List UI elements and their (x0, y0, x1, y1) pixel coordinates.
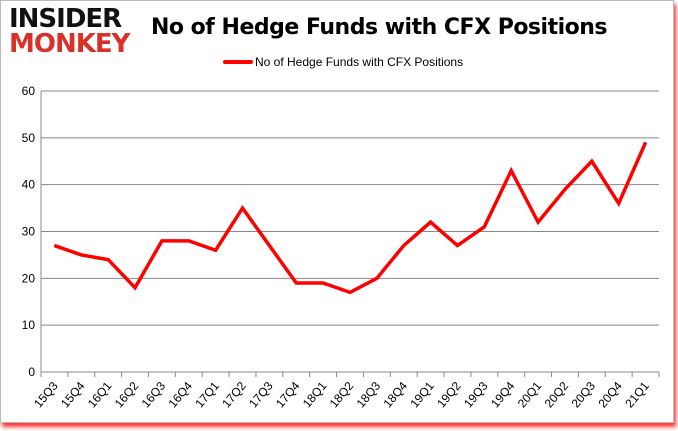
data-point (161, 240, 163, 242)
y-tick-label: 60 (22, 84, 36, 98)
x-tick-label: 17Q4 (273, 379, 303, 411)
x-tick-label: 19Q3 (461, 379, 491, 411)
data-point (618, 202, 620, 204)
x-tick-label: 17Q2 (219, 379, 249, 411)
x-tick-label: 19Q2 (434, 379, 464, 411)
data-point (645, 142, 647, 144)
data-point (80, 254, 82, 256)
x-tick-label: 16Q1 (85, 379, 115, 411)
data-point (268, 245, 270, 247)
y-tick-label: 20 (22, 271, 36, 285)
data-point (349, 291, 351, 293)
x-tick-label: 15Q4 (58, 379, 88, 411)
y-tick-label: 10 (22, 318, 36, 332)
x-tick-label: 19Q4 (488, 379, 518, 411)
legend-swatch (223, 60, 253, 64)
data-point (403, 245, 405, 247)
logo-line1: INSIDER (9, 4, 122, 34)
x-tick-label: 20Q3 (569, 379, 599, 411)
y-tick-label: 40 (22, 178, 36, 192)
chart-frame: INSIDER MONKEY No of Hedge Funds with CF… (0, 0, 674, 423)
x-tick-label: 18Q1 (300, 379, 330, 411)
x-tick-label: 17Q3 (246, 379, 276, 411)
y-tick-label: 0 (28, 365, 35, 379)
y-tick-label: 30 (22, 225, 36, 239)
data-point (322, 282, 324, 284)
x-tick-label: 20Q2 (542, 379, 572, 411)
insider-monkey-logo: INSIDER MONKEY (9, 4, 130, 59)
x-tick-label: 18Q4 (380, 379, 410, 411)
data-point (242, 207, 244, 209)
legend: No of Hedge Funds with CFX Positions (223, 55, 463, 69)
x-tick-label: 16Q3 (139, 379, 169, 411)
data-point (376, 277, 378, 279)
x-tick-label: 16Q4 (165, 379, 195, 411)
x-tick-label: 21Q1 (622, 379, 652, 411)
logo-line2: MONKEY (9, 29, 130, 59)
y-tick-label: 50 (22, 131, 36, 145)
x-tick-label: 17Q1 (192, 379, 222, 411)
plot-area: 010203040506015Q315Q416Q116Q216Q316Q417Q… (22, 84, 660, 411)
data-point (134, 287, 136, 289)
data-point (53, 245, 55, 247)
x-tick-label: 20Q4 (595, 379, 625, 411)
data-point (188, 240, 190, 242)
data-point (537, 221, 539, 223)
data-point (295, 282, 297, 284)
x-tick-label: 19Q1 (407, 379, 437, 411)
data-point (510, 170, 512, 172)
legend-label: No of Hedge Funds with CFX Positions (255, 55, 464, 69)
x-tick-label: 16Q2 (112, 379, 142, 411)
data-point (107, 259, 109, 261)
data-point (430, 221, 432, 223)
data-point (591, 160, 593, 162)
data-point (483, 226, 485, 228)
data-point (564, 188, 566, 190)
chart-title: No of Hedge Funds with CFX Positions (151, 15, 608, 40)
data-point (215, 249, 217, 251)
x-tick-label: 15Q3 (31, 379, 61, 411)
x-tick-label: 18Q3 (354, 379, 384, 411)
data-point (456, 245, 458, 247)
series-line (53, 141, 648, 295)
x-tick-label: 18Q2 (327, 379, 357, 411)
x-tick-label: 20Q1 (515, 379, 545, 411)
